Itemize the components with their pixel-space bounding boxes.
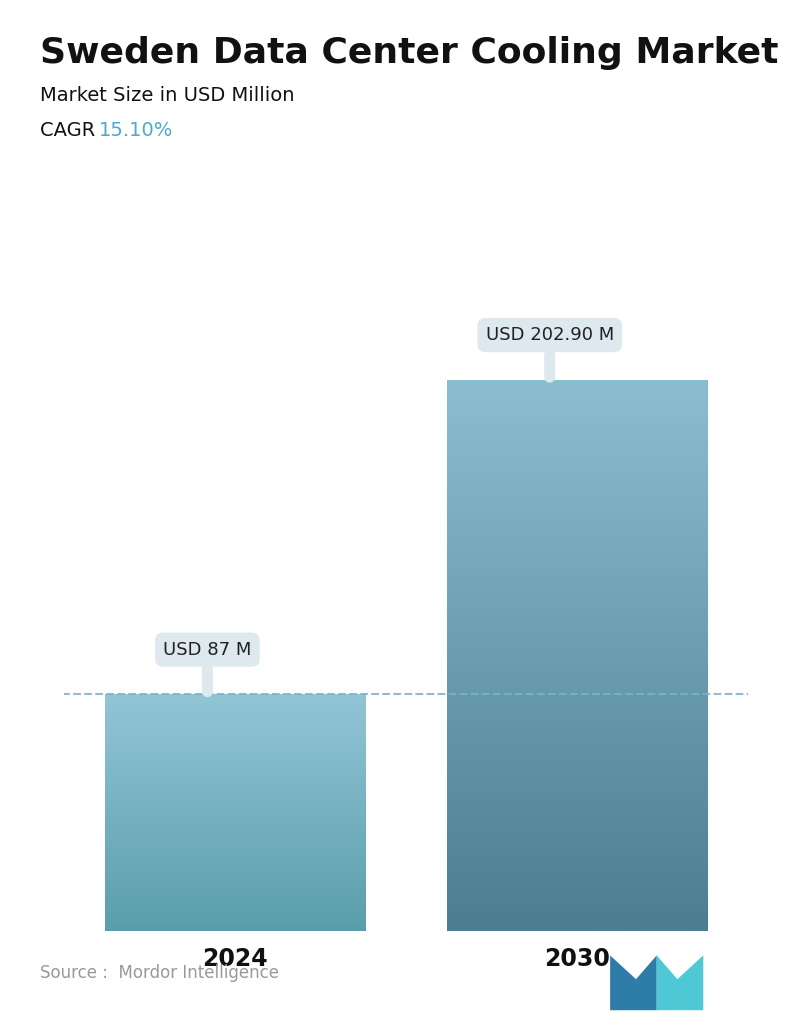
Polygon shape xyxy=(657,955,704,1010)
Text: USD 202.90 M: USD 202.90 M xyxy=(486,326,614,377)
Text: Sweden Data Center Cooling Market: Sweden Data Center Cooling Market xyxy=(40,36,778,70)
Text: Market Size in USD Million: Market Size in USD Million xyxy=(40,86,295,104)
Polygon shape xyxy=(611,955,657,1010)
Text: USD 87 M: USD 87 M xyxy=(163,641,252,692)
Text: 15.10%: 15.10% xyxy=(99,121,173,140)
Text: Source :  Mordor Intelligence: Source : Mordor Intelligence xyxy=(40,965,279,982)
Text: CAGR: CAGR xyxy=(40,121,107,140)
